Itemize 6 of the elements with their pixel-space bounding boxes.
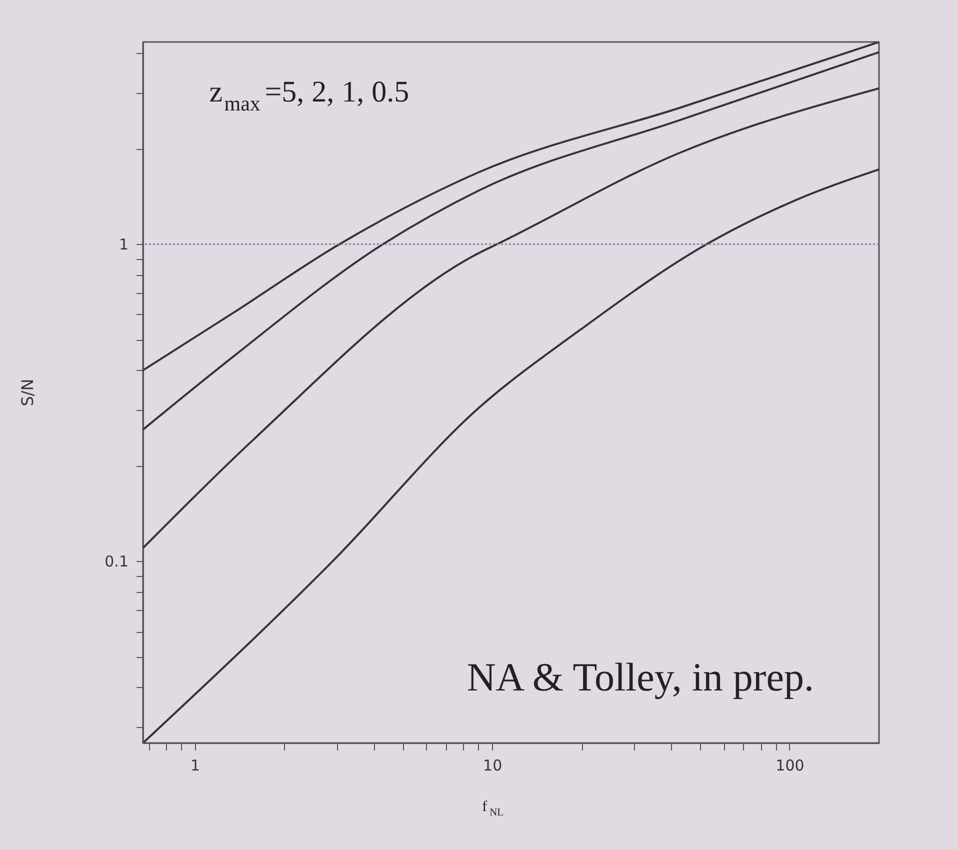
- y-tick-label: 0.1: [104, 552, 128, 571]
- x-tick-label: 100: [776, 756, 804, 774]
- annotation: NA & Tolley, in prep.: [466, 654, 814, 700]
- x-tick-label: 10: [483, 756, 502, 774]
- y-axis-title: S/N: [18, 378, 37, 406]
- x-tick-label: 1: [190, 756, 200, 774]
